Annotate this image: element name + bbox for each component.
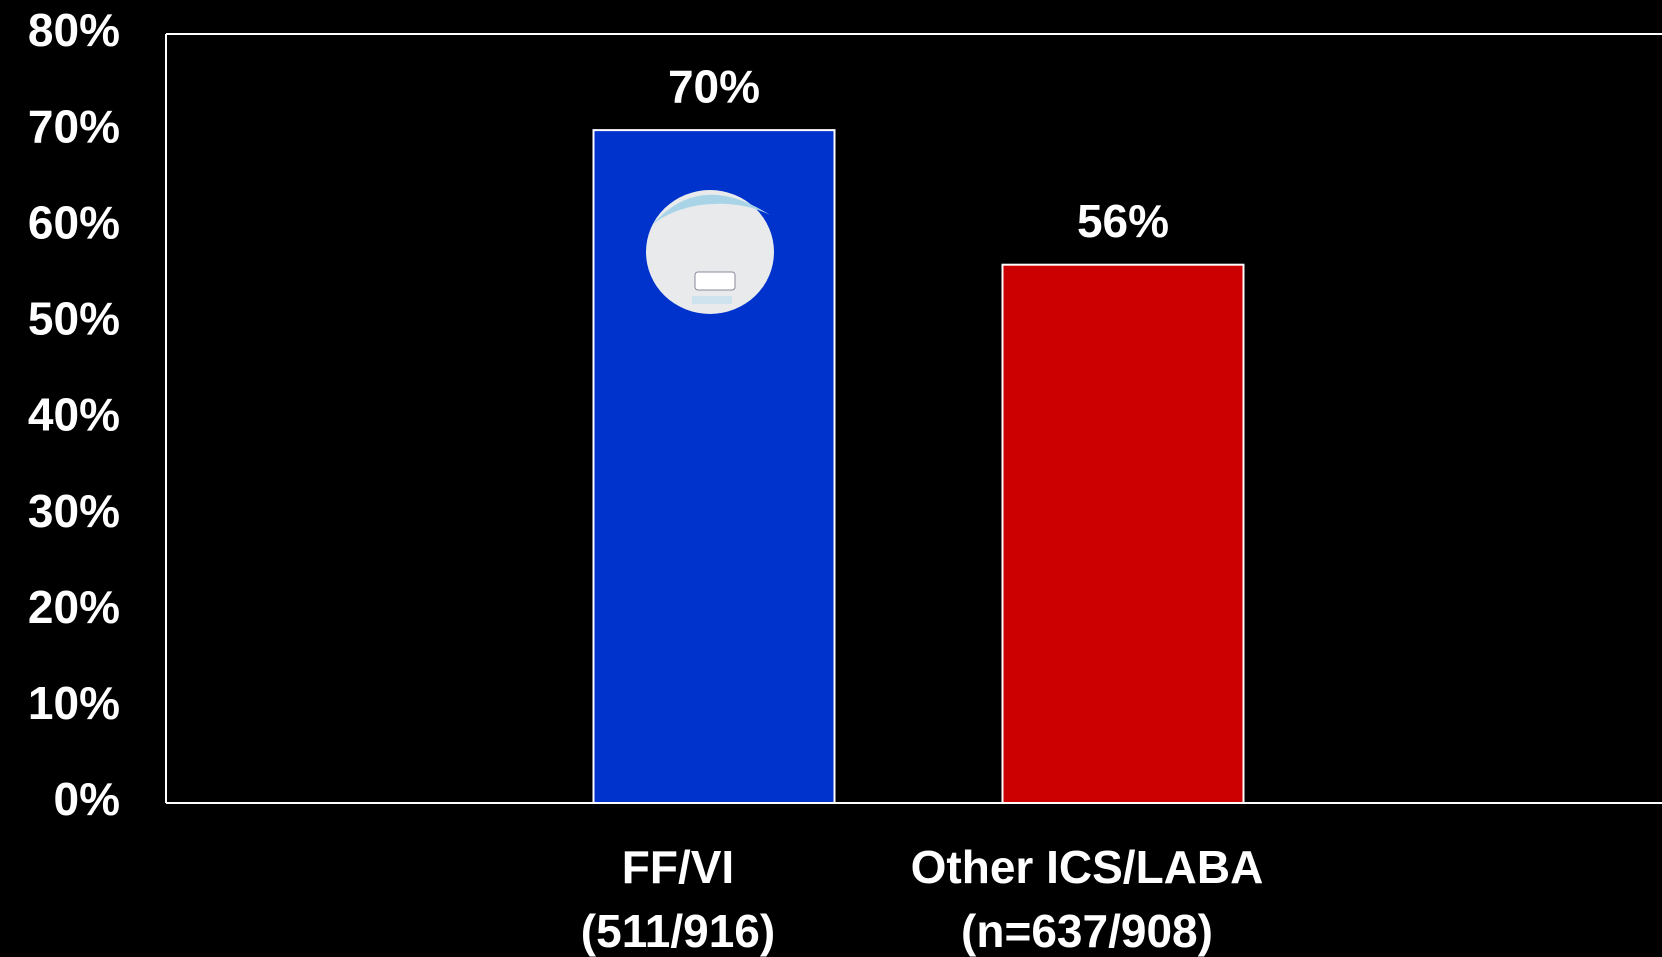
y-tick-label: 30% — [28, 485, 120, 537]
x-tick-label: FF/VI (511/916) — [580, 841, 776, 957]
y-tick-label: 80% — [28, 4, 120, 56]
y-tick-label: 50% — [28, 293, 120, 345]
y-tick-label: 40% — [28, 389, 120, 441]
y-tick-label: 0% — [54, 773, 120, 825]
y-tick-label: 70% — [28, 100, 120, 152]
value-label: 56% — [1077, 195, 1169, 247]
x-tick-label: Other ICS/LABA (n=637/908) — [910, 841, 1264, 957]
y-tick-label: 20% — [28, 581, 120, 633]
bar — [1001, 263, 1245, 804]
y-tick-label: 10% — [28, 677, 120, 729]
value-label: 70% — [668, 60, 760, 112]
inhaler-icon — [646, 190, 774, 314]
y-tick-label: 60% — [28, 196, 120, 248]
